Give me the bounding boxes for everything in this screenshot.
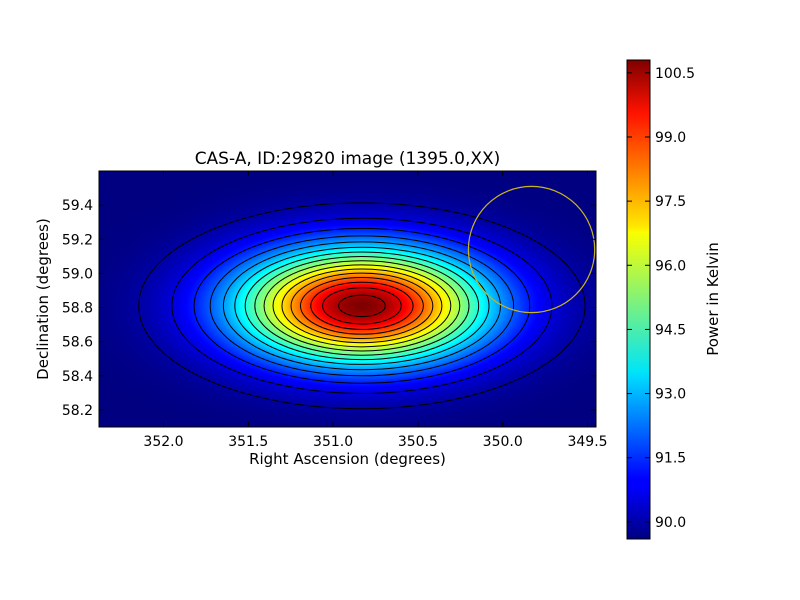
colorbar-tick-label: 99.0 <box>655 130 686 146</box>
x-tick-label: 351.0 <box>313 434 353 450</box>
contour-line <box>263 260 461 352</box>
y-axis-ticks: 58.2 58.4 58.6 58.8 59.0 59.2 59.4 <box>62 198 596 419</box>
colorbar-tick-label: 97.5 <box>655 194 686 210</box>
contour-line <box>209 235 515 377</box>
contour-line <box>254 255 470 356</box>
source-marker-circle <box>467 185 596 314</box>
contour-line <box>193 227 531 384</box>
x-tick-label: 350.5 <box>398 434 438 450</box>
y-tick-label: 58.8 <box>62 301 93 317</box>
heatmap-plot <box>99 171 596 427</box>
y-tick-label: 59.2 <box>62 232 93 248</box>
x-axis-label: Right Ascension (degrees) <box>249 450 446 468</box>
contour-line <box>171 217 553 394</box>
contour-line <box>290 272 434 340</box>
colorbar <box>626 59 651 540</box>
contour-line <box>272 264 452 348</box>
y-tick-label: 58.6 <box>62 335 93 351</box>
y-tick-label: 59.0 <box>62 266 93 282</box>
y-axis-label: Declination (degrees) <box>34 218 52 380</box>
contour-line <box>234 246 490 365</box>
y-tick-label: 59.4 <box>62 198 93 214</box>
colorbar-tick-label: 94.5 <box>655 322 686 338</box>
colorbar-ticks: 90.0 91.5 93.0 94.5 96.0 97.5 99.0 100.5 <box>627 66 695 531</box>
y-tick-label: 58.2 <box>62 403 93 419</box>
colorbar-label: Power in Kelvin <box>704 242 722 356</box>
x-axis-ticks: 352.0 351.5 351.0 350.5 350.0 349.5 <box>143 171 608 450</box>
x-tick-label: 351.5 <box>228 434 268 450</box>
contour-line <box>281 268 443 344</box>
heatmap-image <box>99 171 596 427</box>
colorbar-tick-label: 93.0 <box>655 387 686 403</box>
contour-line <box>322 287 402 325</box>
chart-title: CAS-A, ID:29820 image (1395.0,XX) <box>195 149 501 169</box>
contour-line <box>338 294 386 318</box>
plot-frame <box>98 170 597 428</box>
colorbar-tick-label: 96.0 <box>655 258 686 274</box>
contour-line <box>310 281 414 330</box>
contour-lines <box>138 202 586 410</box>
colorbar-tick-label: 91.5 <box>655 451 686 467</box>
contour-line <box>222 241 501 371</box>
x-tick-label: 352.0 <box>143 434 183 450</box>
colorbar-tick-label: 90.0 <box>655 515 686 531</box>
x-tick-label: 350.0 <box>483 434 523 450</box>
contour-line <box>299 276 424 335</box>
colorbar-tick-label: 100.5 <box>655 66 695 82</box>
contour-line <box>244 251 480 361</box>
contour-line <box>138 202 586 410</box>
x-tick-label: 349.5 <box>567 434 607 450</box>
y-tick-label: 58.4 <box>62 369 93 385</box>
